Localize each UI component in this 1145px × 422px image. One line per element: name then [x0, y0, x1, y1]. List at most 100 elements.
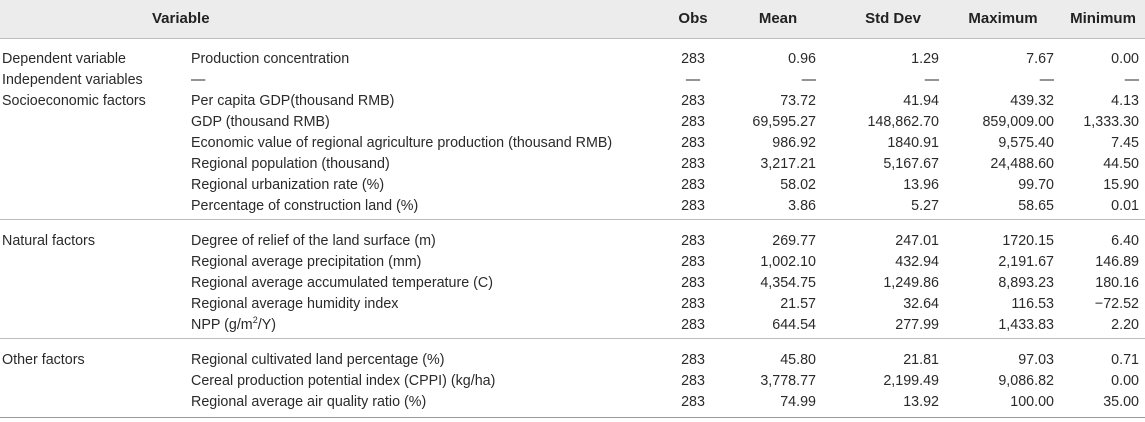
- cell-obs: 283: [681, 373, 705, 389]
- cell-obs: 283: [681, 233, 705, 249]
- table-header: Variable Obs Mean Std Dev Maximum Minimum: [0, 0, 1145, 39]
- cell-min: 7.45: [1111, 135, 1139, 151]
- cell-variable: Regional population (thousand): [191, 156, 390, 172]
- cell-variable: Economic value of regional agriculture p…: [191, 135, 613, 151]
- cell-obs: 283: [681, 296, 705, 312]
- cell-variable-tail: /Y): [257, 317, 277, 333]
- cell-obs: 283: [681, 93, 705, 109]
- cell-max: 24,488.60: [990, 156, 1054, 172]
- cell-variable: Cereal production potential index (CPPI)…: [191, 373, 496, 389]
- cell-min: 44.50: [1103, 156, 1139, 172]
- cell-variable: Regional average air quality ratio (%): [191, 394, 427, 410]
- cell-variable: Percentage of construction land (%): [191, 198, 419, 214]
- cell-std: 432.94: [895, 254, 939, 270]
- cell-category: Dependent variable: [2, 51, 126, 67]
- cell-max: 100.00: [1010, 394, 1054, 410]
- cell-min: 0.00: [1111, 373, 1139, 389]
- header-min: Minimum: [1070, 10, 1136, 27]
- cell-std: 41.94: [903, 93, 939, 109]
- cell-min: 2.20: [1111, 317, 1139, 333]
- cell-min: −72.52: [1094, 296, 1139, 312]
- cell-std: 2,199.49: [883, 373, 939, 389]
- cell-obs: —: [685, 72, 701, 88]
- group-divider: [0, 219, 1145, 220]
- cell-variable: GDP (thousand RMB): [191, 114, 330, 130]
- cell-min: 146.89: [1095, 254, 1139, 270]
- cell-max: 9,086.82: [998, 373, 1054, 389]
- cell-mean: 3,217.21: [760, 156, 816, 172]
- cell-max: 859,009.00: [982, 114, 1054, 130]
- cell-mean: 58.02: [780, 177, 816, 193]
- cell-max: 9,575.40: [998, 135, 1054, 151]
- cell-std: 148,862.70: [867, 114, 939, 130]
- cell-category: Natural factors: [2, 233, 95, 249]
- cell-std: 1.29: [911, 51, 939, 67]
- cell-min: —: [1124, 72, 1139, 88]
- cell-obs: 283: [681, 254, 705, 270]
- cell-max: 1,433.83: [998, 317, 1054, 333]
- cell-mean: 69,595.27: [752, 114, 816, 130]
- cell-category: [2, 175, 187, 196]
- cell-max: 8,893.23: [998, 275, 1054, 291]
- cell-max: 97.03: [1018, 352, 1054, 368]
- cell-category: Independent variables: [2, 72, 143, 88]
- cell-min: 1,333.30: [1083, 114, 1139, 130]
- cell-category: [2, 154, 187, 175]
- cell-category: [2, 371, 187, 392]
- cell-min: 0.00: [1111, 51, 1139, 67]
- cell-max: 7.67: [1026, 51, 1054, 67]
- cell-variable: Regional average precipitation (mm): [191, 254, 422, 270]
- cell-variable: Production concentration: [191, 51, 350, 67]
- cell-min: 0.71: [1111, 352, 1139, 368]
- cell-obs: 283: [681, 317, 705, 333]
- header-max: Maximum: [968, 10, 1038, 27]
- table-bottom-rule: [0, 417, 1145, 418]
- cell-mean: 21.57: [780, 296, 816, 312]
- cell-obs: 283: [681, 51, 705, 67]
- cell-category: Other factors: [2, 352, 85, 368]
- cell-std: 247.01: [895, 233, 939, 249]
- cell-std: 5.27: [911, 198, 939, 214]
- cell-min: 0.01: [1111, 198, 1139, 214]
- cell-obs: 283: [681, 177, 705, 193]
- cell-category: [2, 112, 187, 133]
- cell-mean: 4,354.75: [760, 275, 816, 291]
- cell-min: 4.13: [1111, 93, 1139, 109]
- cell-variable: Regional average humidity index: [191, 296, 399, 312]
- cell-variable: Regional average accumulated temperature…: [191, 275, 493, 291]
- cell-mean: 74.99: [780, 394, 816, 410]
- cell-mean: 644.54: [772, 317, 816, 333]
- cell-std: 1,249.86: [883, 275, 939, 291]
- cell-obs: 283: [681, 394, 705, 410]
- cell-std: 5,167.67: [883, 156, 939, 172]
- cell-mean: 0.96: [788, 51, 816, 67]
- cell-variable-superscript: 2: [252, 315, 258, 326]
- header-obs: Obs: [678, 10, 708, 27]
- cell-category: [2, 133, 187, 154]
- cell-std: —: [924, 72, 939, 88]
- cell-obs: 283: [681, 198, 705, 214]
- cell-max: 58.65: [1018, 198, 1054, 214]
- cell-min: 35.00: [1103, 394, 1139, 410]
- cell-mean: 73.72: [780, 93, 816, 109]
- cell-mean: 3,778.77: [760, 373, 816, 389]
- cell-category: [2, 294, 187, 315]
- cell-max: 99.70: [1018, 177, 1054, 193]
- cell-mean: 1,002.10: [760, 254, 816, 270]
- cell-mean: 986.92: [772, 135, 816, 151]
- cell-variable: Regional urbanization rate (%): [191, 177, 385, 193]
- cell-min: 15.90: [1103, 177, 1139, 193]
- cell-variable: Regional cultivated land percentage (%): [191, 352, 445, 368]
- cell-std: 21.81: [903, 352, 939, 368]
- cell-variable: —: [191, 72, 206, 88]
- header-variable: Variable: [152, 10, 210, 27]
- cell-variable: Degree of relief of the land surface (m): [191, 233, 436, 249]
- cell-mean: 3.86: [788, 198, 816, 214]
- cell-mean: —: [801, 72, 816, 88]
- cell-category: [2, 392, 187, 413]
- cell-max: —: [1039, 72, 1054, 88]
- cell-std: 1840.91: [887, 135, 939, 151]
- cell-max: 2,191.67: [998, 254, 1054, 270]
- group-divider: [0, 338, 1145, 339]
